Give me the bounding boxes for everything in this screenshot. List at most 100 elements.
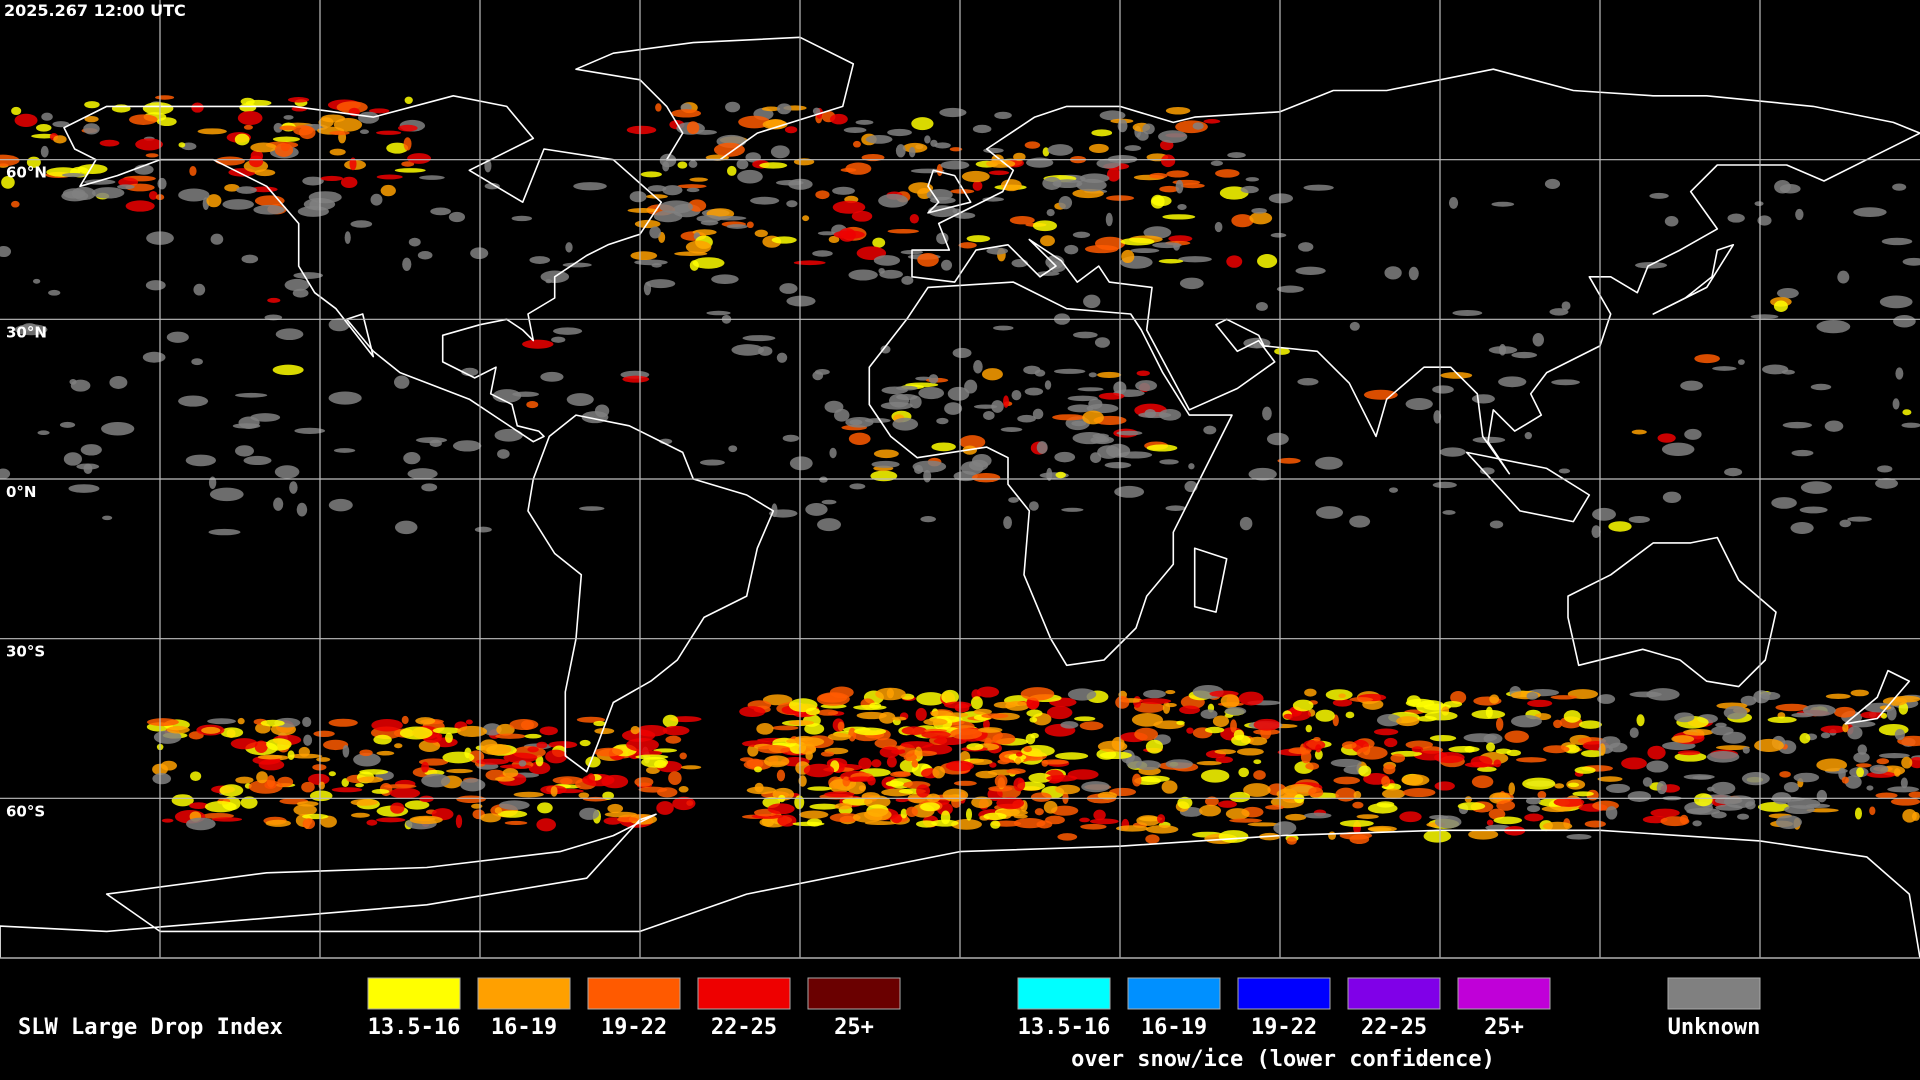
cloud-patch	[99, 139, 120, 147]
cloud-patch	[1253, 759, 1262, 765]
cloud-patch	[61, 172, 85, 178]
cloud-patch	[1034, 808, 1044, 816]
legend-swatch	[1237, 977, 1331, 1010]
cloud-patch	[536, 741, 548, 749]
cloud-patch	[977, 727, 1003, 733]
cloud-patch	[1537, 790, 1547, 799]
cloud-patch	[662, 714, 679, 728]
cloud-patch	[812, 107, 821, 115]
cloud-patch	[511, 215, 533, 222]
cloud-patch	[353, 752, 381, 767]
cloud-patch	[1050, 805, 1079, 816]
cloud-patch	[1238, 691, 1264, 706]
cloud-patch	[688, 199, 707, 212]
cloud-patch	[474, 526, 492, 533]
cloud-patch	[1486, 742, 1496, 752]
cloud-patch	[950, 728, 983, 740]
cloud-patch	[969, 758, 993, 765]
cloud-patch	[1162, 214, 1196, 220]
cloud-patch	[48, 289, 61, 296]
cloud-patch	[1820, 725, 1847, 734]
cloud-patch	[421, 761, 429, 773]
cloud-patch	[971, 796, 993, 809]
cloud-patch	[965, 808, 973, 821]
cloud-patch	[142, 351, 166, 363]
cloud-patch	[101, 421, 135, 436]
cloud-patch	[1179, 705, 1201, 715]
cloud-patch	[802, 215, 810, 222]
cloud-patch	[52, 121, 70, 128]
cloud-patch	[1074, 716, 1096, 722]
cloud-patch	[1591, 525, 1601, 539]
cloud-patch	[864, 418, 891, 423]
cloud-patch	[626, 738, 659, 752]
cloud-patch	[1214, 221, 1223, 233]
cloud-patch	[958, 242, 977, 249]
cloud-patch	[1200, 769, 1230, 783]
cloud-patch	[771, 725, 799, 731]
cloud-patch	[689, 177, 708, 182]
cloud-patch	[1457, 802, 1486, 811]
cloud-patch	[333, 117, 363, 132]
cloud-patch	[1909, 756, 1920, 769]
cloud-patch	[746, 758, 764, 769]
cloud-patch	[895, 144, 906, 158]
timestamp: 2025.267 12:00 UTC	[4, 1, 186, 20]
cloud-patch	[442, 751, 475, 764]
cloud-patch	[1592, 507, 1616, 521]
cloud-patch	[1054, 451, 1076, 463]
cloud-patch	[983, 410, 995, 420]
cloud-patch	[739, 706, 766, 718]
cloud-patch	[988, 170, 1010, 176]
cloud-patch	[371, 718, 403, 732]
coastline	[868, 281, 1233, 667]
cloud-patch	[901, 726, 927, 736]
cloud-patch	[1816, 758, 1848, 772]
cloud-patch	[1114, 485, 1145, 498]
cloud-patch	[408, 237, 421, 247]
cloud-patch	[750, 196, 780, 205]
cloud-patch	[1737, 359, 1745, 365]
cloud-patch	[1064, 244, 1079, 255]
cloud-patch	[189, 802, 209, 810]
cloud-patch	[916, 692, 946, 706]
cloud-patch	[1003, 395, 1010, 408]
cloud-patch	[445, 732, 453, 743]
cloud-patch	[1850, 689, 1869, 697]
cloud-patch	[1095, 437, 1110, 443]
cloud-patch	[1308, 787, 1324, 798]
cloud-patch	[145, 280, 166, 291]
cloud-patch	[981, 713, 1009, 719]
cloud-patch	[274, 143, 294, 157]
cloud-patch	[301, 781, 315, 793]
cloud-patch	[1093, 809, 1106, 821]
cloud-patch	[696, 215, 722, 223]
cloud-patch	[742, 335, 776, 342]
cloud-patch	[1894, 729, 1905, 741]
cloud-patch	[1574, 766, 1596, 774]
cloud-patch	[1160, 154, 1176, 168]
cloud-patch	[1399, 811, 1422, 823]
cloud-patch	[191, 358, 203, 366]
cloud-patch	[1303, 739, 1326, 751]
cloud-patch	[357, 776, 384, 783]
cloud-patch	[817, 231, 837, 236]
cloud-patch	[1015, 752, 1023, 757]
cloud-patch	[1276, 285, 1304, 293]
cloud-patch	[1448, 196, 1459, 209]
cloud-patch	[792, 821, 825, 827]
cloud-patch	[1158, 130, 1188, 143]
cloud-patch	[1791, 449, 1814, 457]
cloud-patch	[950, 189, 975, 194]
legend-swatch	[1347, 977, 1441, 1010]
legend-swatch	[477, 977, 571, 1010]
cloud-patch	[404, 96, 413, 104]
cloud-patch	[1754, 738, 1784, 753]
cloud-patch	[1824, 420, 1844, 432]
cloud-patch	[1145, 825, 1179, 834]
cloud-patch	[415, 717, 436, 725]
cloud-patch	[983, 812, 1007, 821]
cloud-patch	[771, 236, 797, 244]
cloud-patch	[754, 229, 768, 238]
cloud-patch	[1656, 781, 1668, 795]
